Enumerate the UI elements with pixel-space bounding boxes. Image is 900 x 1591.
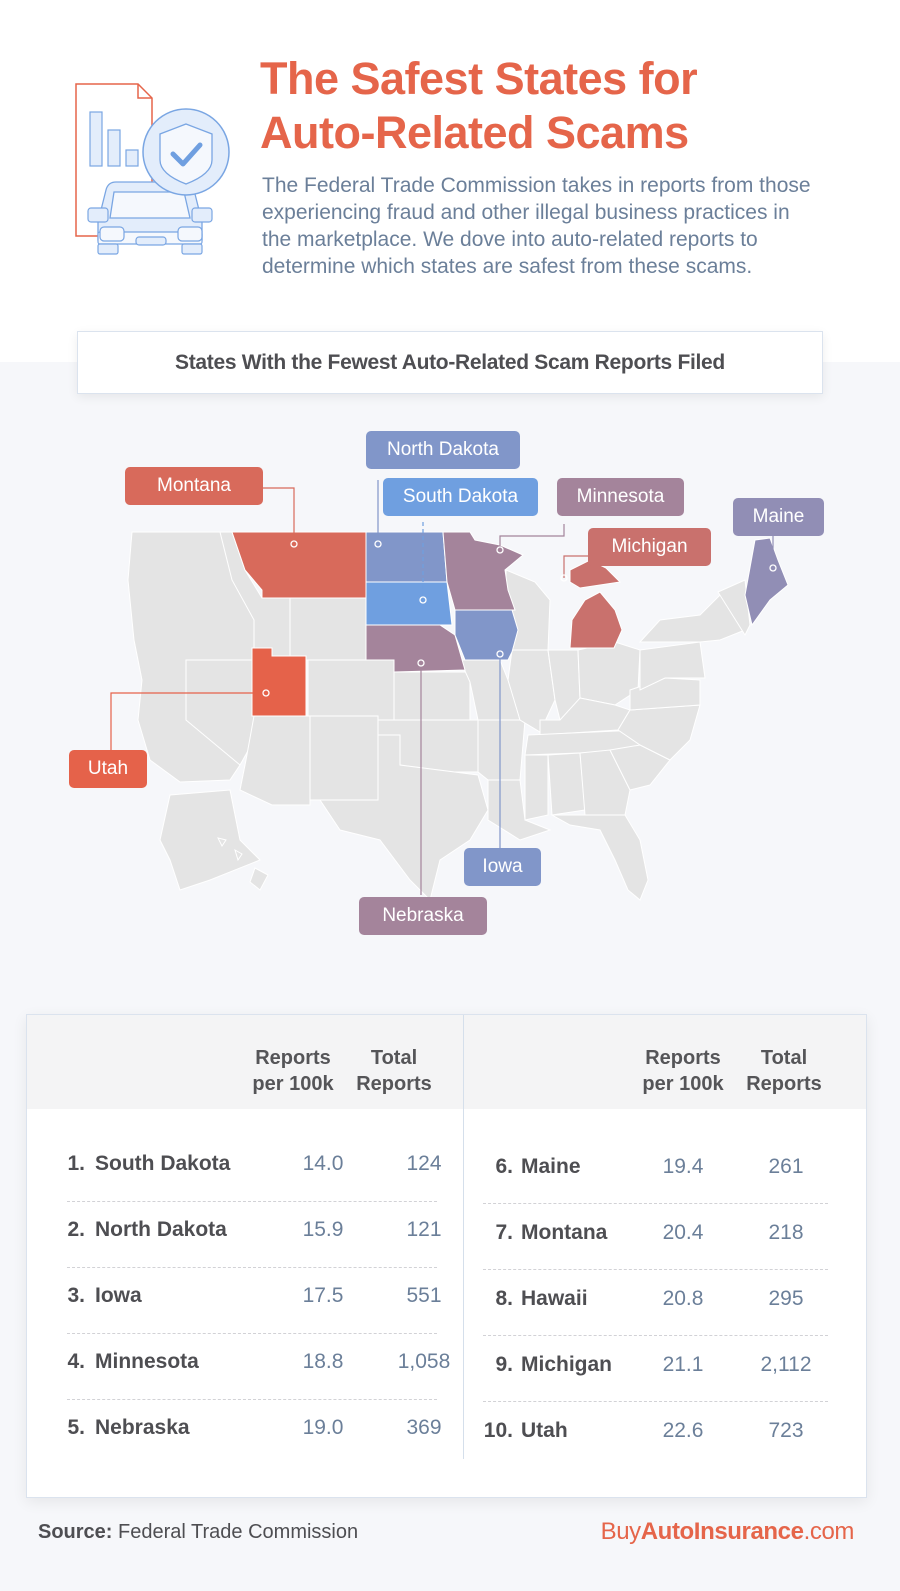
map-label-north-dakota: North Dakota bbox=[366, 431, 520, 469]
table-header bbox=[27, 1015, 866, 1109]
row-divider bbox=[483, 1401, 828, 1402]
map-label-nebraska: Nebraska bbox=[359, 897, 487, 935]
state-nebraska bbox=[365, 624, 466, 673]
page-title: The Safest States for Auto-Related Scams bbox=[260, 52, 860, 160]
map-label-south-dakota: South Dakota bbox=[383, 478, 538, 516]
map-section-title: States With the Fewest Auto-Related Scam… bbox=[77, 331, 823, 394]
row-divider bbox=[483, 1203, 828, 1204]
header-total-reports-left: Total Reports bbox=[356, 1047, 432, 1095]
state-utah bbox=[251, 647, 307, 717]
state-maine bbox=[744, 537, 789, 627]
column-divider bbox=[463, 1015, 464, 1459]
map-label-minnesota: Minnesota bbox=[557, 478, 684, 516]
state-wyoming bbox=[289, 597, 369, 661]
table-row: 2. North Dakota 15.9 121 bbox=[67, 1218, 442, 1241]
title-line-1: The Safest States for bbox=[260, 53, 698, 104]
table-row: 9. Michigan 21.1 2,112 bbox=[495, 1353, 812, 1376]
state-iowa bbox=[454, 609, 519, 661]
header-total-reports-right: Total Reports bbox=[746, 1047, 822, 1095]
map-label-iowa: Iowa bbox=[464, 848, 541, 886]
state-minnesota bbox=[442, 531, 524, 611]
table-row: 1. South Dakota 14.0 124 bbox=[67, 1152, 442, 1175]
state-alaska bbox=[159, 789, 261, 891]
state-colorado bbox=[307, 659, 395, 721]
rankings-table: Reports per 100k Total Reports Reports p… bbox=[26, 1014, 867, 1498]
state-hawaii bbox=[249, 867, 269, 891]
source-citation: Source: Federal Trade Commission bbox=[38, 1521, 358, 1544]
table-row: 3. Iowa 17.5 551 bbox=[67, 1284, 442, 1307]
map-label-utah: Utah bbox=[69, 750, 147, 788]
table-row: 6. Maine 19.4 261 bbox=[495, 1155, 804, 1178]
table-row: 8. Hawaii 20.8 295 bbox=[495, 1287, 804, 1310]
state-south-dakota bbox=[365, 581, 453, 626]
row-divider bbox=[483, 1335, 828, 1336]
row-divider bbox=[67, 1399, 437, 1400]
brand-logo: BuyAutoInsurance.com bbox=[600, 1518, 855, 1545]
table-row: 7. Montana 20.4 218 bbox=[495, 1221, 804, 1244]
map-label-michigan: Michigan bbox=[588, 528, 711, 566]
table-row: 5. Nebraska 19.0 369 bbox=[67, 1416, 442, 1439]
table-row: 10. Utah 22.6 723 bbox=[483, 1419, 804, 1442]
us-map-graphic bbox=[110, 480, 789, 901]
row-divider bbox=[67, 1267, 437, 1268]
intro-text: The Federal Trade Commission takes in re… bbox=[262, 174, 811, 278]
header-reports-per-100k-right: Reports per 100k bbox=[642, 1047, 724, 1095]
table-row: 4. Minnesota 18.8 1,058 bbox=[67, 1350, 451, 1373]
state-florida bbox=[550, 814, 649, 901]
source-label: Source: bbox=[38, 1521, 113, 1543]
map-label-maine: Maine bbox=[733, 498, 824, 536]
map-label-montana: Montana bbox=[125, 467, 263, 505]
header-reports-per-100k-left: Reports per 100k bbox=[252, 1047, 334, 1095]
row-divider bbox=[483, 1269, 828, 1270]
state-michigan-lower bbox=[569, 591, 623, 649]
row-divider bbox=[67, 1333, 437, 1334]
state-texas bbox=[319, 734, 489, 901]
state-kansas bbox=[393, 671, 471, 721]
source-value: Federal Trade Commission bbox=[118, 1521, 359, 1543]
title-line-2: Auto-Related Scams bbox=[260, 107, 689, 158]
row-divider bbox=[67, 1201, 437, 1202]
state-pennsylvania bbox=[639, 641, 706, 691]
car-shield-report-icon bbox=[75, 83, 230, 255]
state-new-mexico bbox=[309, 715, 379, 801]
us-map: North Dakota South Dakota Montana Minnes… bbox=[0, 420, 900, 960]
